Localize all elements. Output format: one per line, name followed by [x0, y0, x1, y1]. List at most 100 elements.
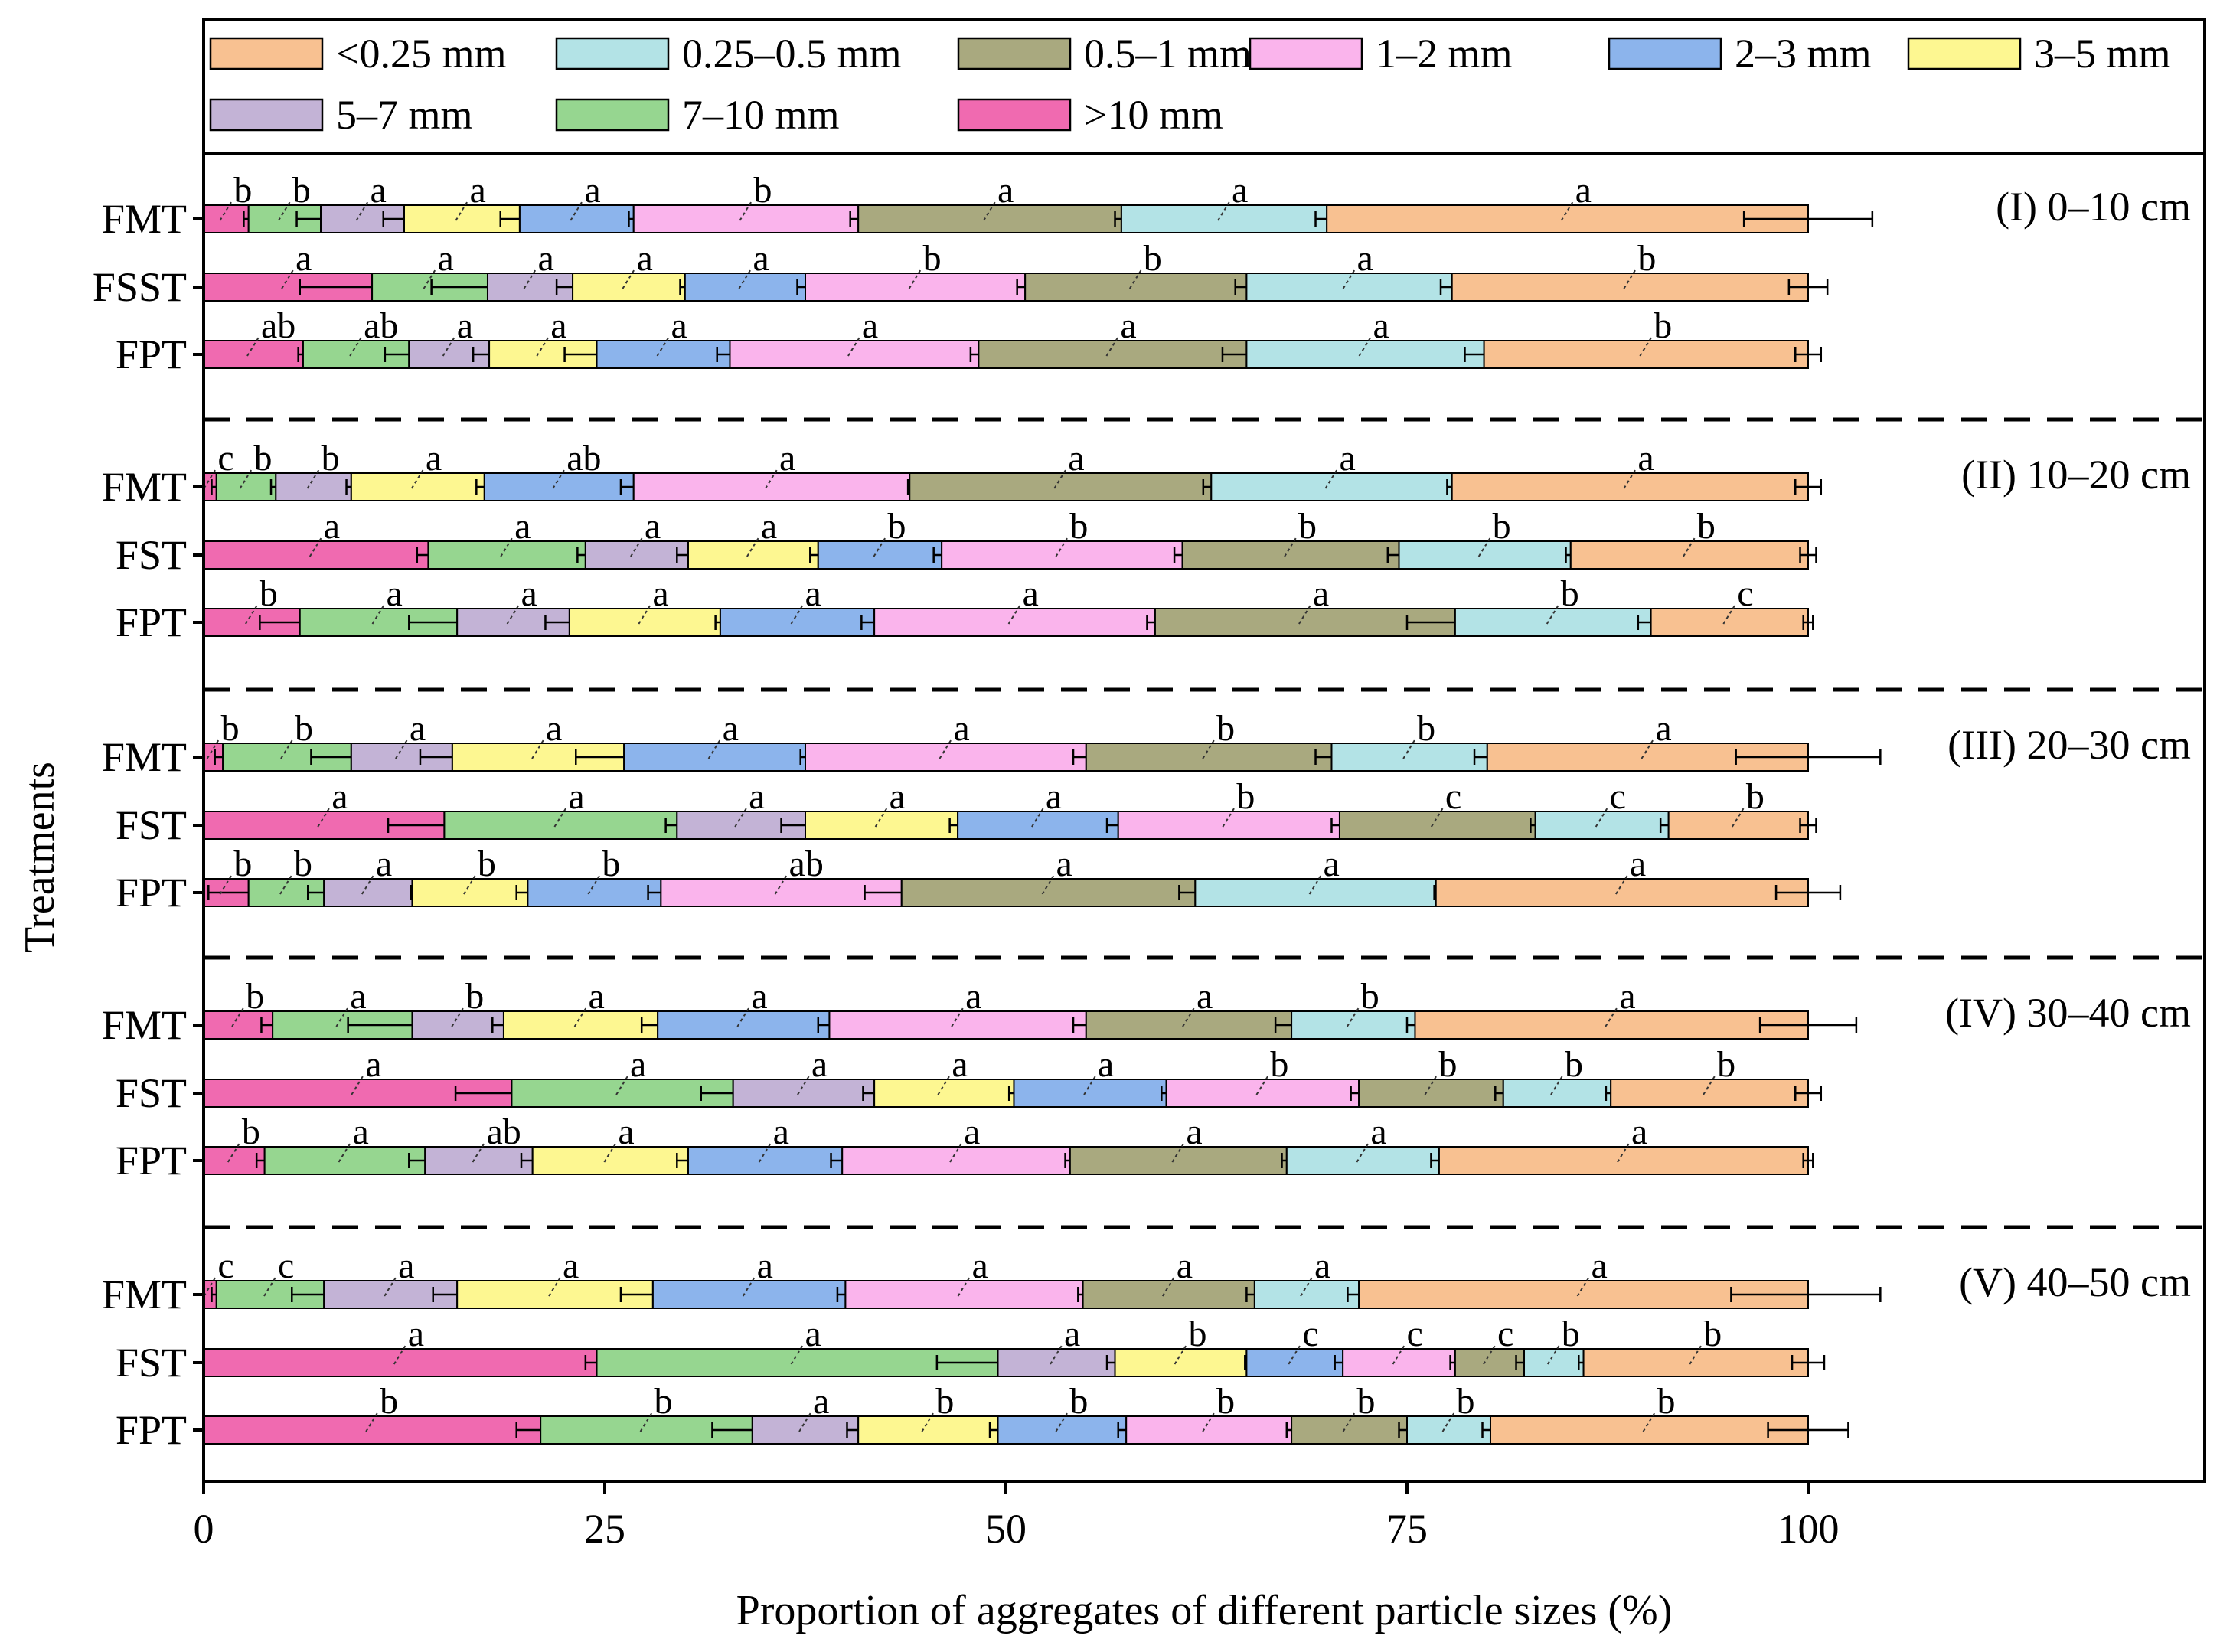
significance-letter: b: [233, 170, 252, 211]
letter-leader: [1202, 738, 1216, 759]
significance-letter: a: [376, 844, 392, 884]
significance-letter: a: [952, 1044, 968, 1085]
significance-letter: b: [935, 1381, 954, 1422]
letter-leader: [246, 335, 260, 357]
letter-leader: [1560, 200, 1575, 221]
significance-letter: b: [1703, 1314, 1722, 1354]
significance-letter: b: [478, 844, 496, 884]
letter-leader: [227, 1141, 241, 1163]
letter-leader: [1477, 536, 1492, 557]
significance-letter: a: [1339, 438, 1355, 478]
letter-leader: [279, 873, 293, 895]
significance-letter: a: [324, 506, 340, 547]
significance-letter: a: [568, 776, 584, 817]
letter-leader: [765, 468, 779, 489]
significance-letter: a: [1575, 170, 1592, 211]
significance-letter: a: [469, 170, 485, 211]
letter-leader: [203, 468, 217, 489]
letter-leader: [351, 1074, 365, 1095]
significance-letter: b: [1456, 1381, 1474, 1422]
legend-label: 3–5 mm: [2034, 31, 2171, 77]
legend-swatch: [555, 98, 670, 132]
significance-letter: a: [779, 438, 795, 478]
significance-letter: a: [1314, 1246, 1330, 1286]
significance-letter: a: [1068, 438, 1084, 478]
letter-leader: [523, 268, 537, 289]
x-tick-label: 75: [1386, 1506, 1428, 1552]
letter-leader: [442, 335, 456, 357]
significance-letter: a: [953, 708, 969, 749]
letter-leader: [603, 1141, 618, 1163]
significance-letter: a: [1324, 844, 1340, 884]
significance-letter: a: [584, 170, 600, 211]
letter-leader: [1546, 1343, 1561, 1365]
significance-letter: b: [602, 844, 620, 884]
letter-leader: [949, 1141, 963, 1163]
group-label: (V) 40–50 cm: [1959, 1259, 2191, 1305]
letter-leader: [1083, 1074, 1097, 1095]
letter-leader: [951, 1006, 965, 1027]
letter-leader: [797, 1074, 811, 1095]
significance-letter: a: [371, 170, 387, 211]
significance-letter: a: [410, 708, 426, 749]
significance-letter: b: [1746, 776, 1765, 817]
significance-letter: b: [1298, 506, 1317, 547]
significance-letter: b: [753, 170, 772, 211]
significance-letter: a: [295, 238, 312, 279]
legend-swatch: [1608, 37, 1722, 70]
significance-letter: a: [589, 976, 605, 1017]
significance-letter: b: [654, 1381, 672, 1422]
significance-letter: a: [1023, 573, 1039, 614]
letter-leader: [921, 1411, 935, 1432]
significance-letter: a: [1056, 844, 1072, 884]
letter-leader: [410, 468, 425, 489]
letter-leader: [798, 1411, 812, 1432]
legend-label: 0.5–1 mm: [1084, 31, 1252, 77]
significance-letter: ab: [261, 305, 295, 346]
letter-leader: [306, 468, 321, 489]
letter-leader: [1683, 536, 1696, 557]
significance-letter: a: [426, 438, 442, 478]
significance-letter: a: [965, 976, 981, 1017]
significance-letter: a: [636, 238, 652, 279]
letter-leader: [1161, 1275, 1176, 1297]
letter-leader: [983, 200, 997, 221]
significance-letter: c: [1497, 1314, 1513, 1354]
letter-leader: [1324, 468, 1339, 489]
letter-leader: [1255, 1074, 1270, 1095]
significance-letter: a: [438, 238, 454, 279]
significance-letter: a: [773, 1112, 789, 1152]
significance-letter: a: [618, 1112, 634, 1152]
treatment-label: FMT: [102, 734, 187, 780]
letter-leader: [384, 1275, 398, 1297]
significance-letter: b: [1561, 573, 1579, 614]
x-tick-label: 0: [194, 1506, 214, 1552]
group-label: (IV) 30–40 cm: [1945, 990, 2191, 1036]
bar-segment: [1024, 273, 1248, 302]
letter-leader: [531, 738, 545, 759]
letter-leader: [203, 1275, 217, 1297]
significance-letter: a: [1619, 976, 1635, 1017]
legend-swatch: [555, 37, 670, 70]
significance-letter: a: [1313, 573, 1329, 614]
significance-letter: a: [331, 776, 348, 817]
letter-leader: [1623, 268, 1637, 289]
significance-letter: b: [292, 170, 311, 211]
significance-letter: a: [538, 238, 554, 279]
letter-leader: [263, 1275, 277, 1297]
letter-leader: [908, 268, 922, 289]
significance-letter: a: [652, 573, 668, 614]
letter-leader: [615, 1074, 629, 1095]
significance-letter: a: [805, 1314, 821, 1354]
x-tick-label: 25: [584, 1506, 625, 1552]
letter-leader: [1300, 1275, 1314, 1297]
letter-leader: [1050, 1343, 1063, 1365]
significance-letter: b: [295, 708, 313, 749]
letter-leader: [707, 738, 722, 759]
treatment-label: FMT: [102, 196, 187, 242]
legend-label: 7–10 mm: [682, 92, 840, 138]
letter-leader: [1641, 738, 1655, 759]
letter-leader: [317, 806, 331, 828]
